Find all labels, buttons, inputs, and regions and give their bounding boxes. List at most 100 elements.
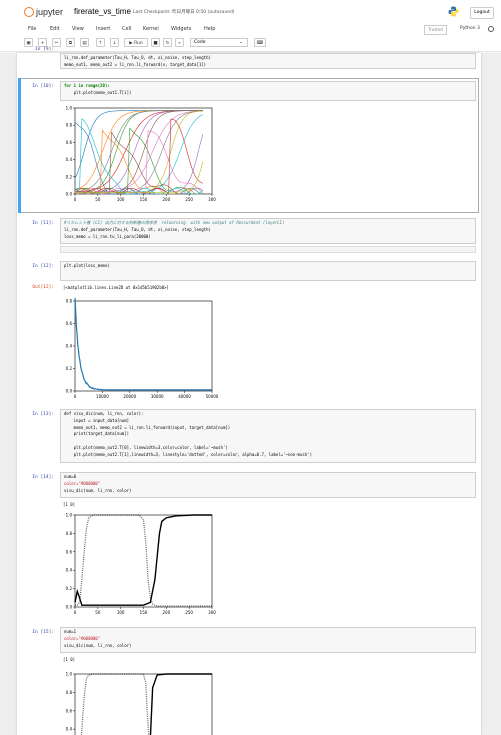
output-text: [<matplotlib.lines.Line2D at 0x1d5b51902… bbox=[63, 285, 169, 290]
trusted-badge[interactable]: Trusted bbox=[424, 25, 447, 35]
y-tick-label: 0.6 bbox=[66, 708, 73, 713]
x-tick-label: 50 bbox=[95, 610, 101, 615]
menu-widgets[interactable]: Widgets bbox=[171, 26, 191, 32]
logout-button[interactable]: Logout bbox=[470, 7, 494, 19]
copy-icon[interactable]: ⧉ bbox=[66, 38, 75, 47]
y-tick-label: 0.6 bbox=[66, 140, 73, 145]
x-tick-label: 50 bbox=[95, 197, 101, 202]
chart-line-20-series: 0.0 0.2 0.4 0.6 0.8 1.0 0 50 100 150 200 250 300 bbox=[60, 104, 218, 202]
jupyter-logo-icon bbox=[24, 7, 34, 17]
code-line: plt.plot(loss_memo) bbox=[64, 263, 110, 268]
menu-help[interactable]: Help bbox=[204, 26, 215, 32]
restart-icon[interactable]: ↻ bbox=[163, 38, 172, 47]
code-line: loss_memo = li_rnn.tu_li_para(20000) bbox=[64, 234, 151, 239]
x-tick-label: 150 bbox=[140, 610, 148, 615]
python-logo-icon bbox=[448, 6, 459, 17]
x-tick-label: 200 bbox=[163, 610, 171, 615]
paste-icon[interactable]: ▤ bbox=[80, 38, 89, 47]
out-prompt: Out[12]: bbox=[16, 285, 54, 290]
menu-edit[interactable]: Edit bbox=[50, 26, 60, 32]
fast-forward-icon[interactable]: » bbox=[175, 38, 184, 47]
move-down-icon[interactable]: ↓ bbox=[110, 38, 119, 47]
menu-kernel[interactable]: Kernel bbox=[143, 26, 159, 32]
code-cell-13[interactable]: def visu_dic(num, li_rnn, color): input … bbox=[60, 409, 476, 463]
y-tick-label: 0.2 bbox=[66, 174, 73, 179]
kernel-name: Python 3 bbox=[460, 26, 480, 31]
chart-loss: 0.0 0.2 0.4 0.6 0.8 0 10000 20000 30000 40000 5000… bbox=[60, 298, 218, 402]
x-tick-label: 0 bbox=[74, 394, 77, 399]
code-line: num=1 bbox=[64, 629, 76, 634]
y-tick-label: 0.0 bbox=[66, 389, 73, 394]
cell-prompt: In [15]: bbox=[16, 630, 54, 635]
y-tick-label: 0.6 bbox=[66, 549, 73, 554]
menu-cell[interactable]: Cell bbox=[122, 26, 131, 32]
code-line: memo_out1, memo_out2 = li_rnn.li_forward… bbox=[64, 425, 230, 430]
code-line: input = input_data[num] bbox=[64, 418, 129, 423]
cell-prompt: In [13]: bbox=[16, 412, 54, 417]
menu-view[interactable]: View bbox=[72, 26, 84, 32]
chart-visu-0: 0.0 0.2 0.4 0.6 0.8 1.0 0 50 100 150 200 250 300 bbox=[60, 512, 218, 618]
output-text: [1 0] bbox=[63, 502, 75, 507]
chart-visu-1: 0.40.60.81.0 bbox=[60, 667, 218, 735]
code-cell-10[interactable]: for i in range(20): plt.plot(memo_out1.T… bbox=[60, 81, 476, 101]
selected-cell-indicator bbox=[18, 78, 21, 213]
y-tick-label: 0.0 bbox=[66, 605, 73, 610]
code-line: for i in range(20): bbox=[64, 83, 110, 88]
x-tick-label: 100 bbox=[117, 197, 125, 202]
header: jupyter firerate_vs_time Last Checkpoint… bbox=[0, 0, 501, 22]
cell-prompt: In [11]: bbox=[16, 221, 54, 226]
cell-type-value: Code bbox=[194, 40, 206, 45]
x-tick-label: 20000 bbox=[123, 394, 136, 399]
x-tick-label: 250 bbox=[185, 610, 193, 615]
cell-prompt: In [14]: bbox=[16, 475, 54, 480]
cut-icon[interactable]: ✂ bbox=[52, 38, 61, 47]
x-tick-label: 150 bbox=[140, 197, 148, 202]
cell-prompt: In [10]: bbox=[16, 84, 54, 89]
code-line: plt.plot(memo_out2.T[1],linewidth=3, lin… bbox=[64, 452, 312, 457]
collapsed-output[interactable]: . . . bbox=[60, 246, 476, 253]
menu-file[interactable]: File bbox=[28, 26, 36, 32]
y-tick-label: 0.0 bbox=[66, 192, 73, 197]
toolbar: ▣ + ✂ ⧉ ▤ ↑ ↓ ▶ Run ■ ↻ » Code ⌄ ⌨ bbox=[22, 38, 497, 50]
stop-icon[interactable]: ■ bbox=[151, 38, 160, 47]
code-line: visu_dic(num, li_rnn, color) bbox=[64, 488, 131, 493]
chevron-down-icon: ⌄ bbox=[239, 39, 243, 47]
code-line: visu_dic(num, li_rnn, color) bbox=[64, 643, 131, 648]
cell-type-select[interactable]: Code ⌄ bbox=[190, 38, 248, 47]
run-button[interactable]: ▶ Run bbox=[124, 38, 148, 47]
code-cell-11[interactable]: #リカレント層 (LI) 出力に対する判断層の再学習 relearning wi… bbox=[60, 218, 476, 244]
code-line: print(target_data[num]) bbox=[64, 431, 129, 436]
code-cell-14[interactable]: num=0 color="#000000" visu_dic(num, li_r… bbox=[60, 472, 476, 498]
move-up-icon[interactable]: ↑ bbox=[96, 38, 105, 47]
code-cell-9[interactable]: li_rnn.def_parameter(Tau_H, Tau_O, dt, x… bbox=[60, 53, 476, 69]
code-line: color="#000000" bbox=[64, 481, 100, 486]
save-icon[interactable]: ▣ bbox=[24, 38, 33, 47]
y-tick-label: 0.4 bbox=[66, 344, 73, 349]
x-tick-label: 30000 bbox=[151, 394, 164, 399]
code-cell-12[interactable]: plt.plot(loss_memo) bbox=[60, 261, 476, 281]
y-tick-label: 1.0 bbox=[66, 106, 73, 111]
code-line: def visu_dic(num, li_rnn, color): bbox=[64, 411, 143, 416]
x-tick-label: 250 bbox=[185, 197, 193, 202]
cell-prompt: In [12]: bbox=[16, 264, 54, 269]
keyboard-icon[interactable]: ⌨ bbox=[254, 38, 266, 47]
y-tick-label: 0.6 bbox=[66, 321, 73, 326]
y-tick-label: 0.2 bbox=[66, 366, 73, 371]
code-cell-15[interactable]: num=1 color="#000000" visu_dic(num, li_r… bbox=[60, 627, 476, 653]
y-tick-label: 0.4 bbox=[66, 568, 73, 573]
code-line: num=0 bbox=[64, 474, 76, 479]
kernel-status-icon bbox=[488, 26, 494, 32]
y-tick-label: 0.8 bbox=[66, 531, 73, 536]
y-tick-label: 0.4 bbox=[66, 727, 73, 732]
add-cell-icon[interactable]: + bbox=[38, 38, 47, 47]
notebook-title[interactable]: firerate_vs_time bbox=[74, 7, 131, 16]
x-tick-label: 10000 bbox=[96, 394, 109, 399]
jupyter-logo[interactable]: jupyter bbox=[24, 6, 63, 17]
x-tick-label: 200 bbox=[163, 197, 171, 202]
code-line: plt.plot(memo_out1.T[i]) bbox=[64, 90, 131, 95]
x-tick-label: 100 bbox=[117, 610, 125, 615]
x-tick-label: 0 bbox=[74, 197, 77, 202]
menu-insert[interactable]: Insert bbox=[96, 26, 110, 32]
logo-text: jupyter bbox=[36, 7, 63, 17]
y-tick-label: 0.8 bbox=[66, 299, 73, 304]
